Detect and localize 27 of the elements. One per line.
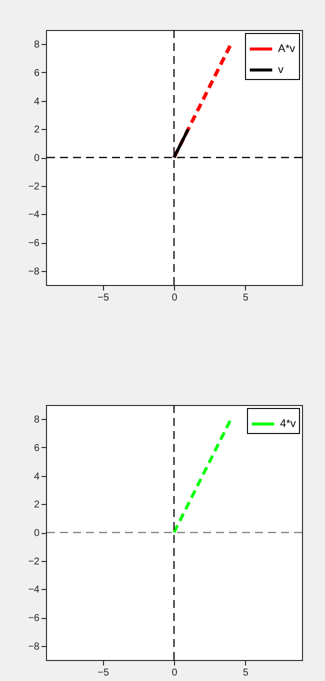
- y-tick-label: 2: [34, 124, 40, 136]
- x-tick-label: 5: [242, 668, 249, 678]
- y-tick-label: 8: [34, 40, 40, 51]
- y-tick-label: −4: [28, 584, 40, 596]
- y-tick-label: −2: [28, 556, 40, 568]
- x-tick-label: −5: [98, 668, 110, 678]
- x-tick-label: 0: [172, 668, 178, 678]
- y-tick-label: −8: [28, 641, 40, 652]
- x-tick-label: −5: [98, 292, 110, 304]
- y-tick-label: 6: [34, 443, 40, 454]
- legend-label: 4*v: [280, 418, 296, 430]
- y-tick-label: 4: [34, 471, 40, 482]
- legend-label: v: [278, 64, 284, 76]
- y-tick-label: −4: [28, 210, 40, 221]
- y-tick-label: −8: [28, 266, 40, 278]
- y-tick-label: −2: [28, 181, 40, 192]
- x-tick-label: 5: [242, 292, 249, 304]
- y-tick-label: −6: [28, 238, 40, 249]
- y-tick-label: −6: [28, 613, 40, 624]
- y-tick-label: 8: [34, 414, 40, 426]
- y-tick-label: 4: [34, 96, 40, 108]
- legend-label: A*v: [278, 43, 296, 55]
- y-tick-label: 2: [34, 500, 40, 511]
- y-tick-label: 0: [34, 153, 40, 164]
- y-tick-label: 6: [34, 68, 40, 79]
- y-tick-label: 0: [34, 528, 40, 539]
- x-tick-label: 0: [172, 292, 178, 304]
